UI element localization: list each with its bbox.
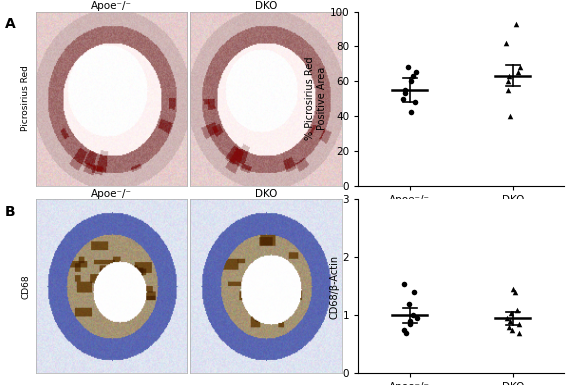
Text: CD68: CD68 (21, 274, 30, 299)
Point (412, 315, 421, 321)
Point (507, 310, 516, 316)
Title: DKO: DKO (255, 189, 278, 199)
Point (406, 109, 416, 116)
Point (515, 64, 524, 70)
Point (514, 321, 523, 327)
Point (504, 324, 513, 330)
Point (502, 315, 511, 321)
Text: Picrosirius Red: Picrosirius Red (21, 65, 30, 132)
Point (405, 321, 414, 327)
Point (512, 306, 522, 313)
Point (402, 330, 411, 336)
Point (406, 318, 415, 324)
Point (507, 327, 516, 333)
Point (412, 69, 421, 75)
Point (504, 87, 513, 93)
Point (404, 301, 413, 307)
Point (406, 78, 416, 84)
Y-axis label: % Picrosirius Red
Positive Area: % Picrosirius Red Positive Area (305, 57, 327, 140)
Point (399, 95, 408, 102)
Point (408, 312, 417, 318)
Point (409, 289, 418, 295)
Point (409, 73, 418, 79)
Point (400, 87, 409, 93)
Point (400, 90, 409, 96)
Point (504, 73, 513, 79)
Point (515, 330, 524, 336)
Point (511, 21, 520, 27)
Point (508, 286, 518, 293)
Text: A: A (5, 17, 16, 31)
Point (399, 327, 408, 333)
Point (505, 318, 514, 324)
Y-axis label: CD68/β-Actin: CD68/β-Actin (330, 254, 340, 318)
Point (506, 113, 515, 119)
Point (511, 289, 520, 295)
Text: B: B (5, 205, 16, 219)
Title: Apoe⁻/⁻: Apoe⁻/⁻ (91, 189, 132, 199)
Point (513, 69, 522, 75)
Title: DKO: DKO (255, 1, 278, 11)
Point (501, 40, 510, 46)
Point (504, 78, 513, 84)
Point (399, 281, 408, 287)
Point (410, 99, 420, 105)
Point (404, 64, 413, 70)
Title: Apoe⁻/⁻: Apoe⁻/⁻ (91, 1, 132, 11)
